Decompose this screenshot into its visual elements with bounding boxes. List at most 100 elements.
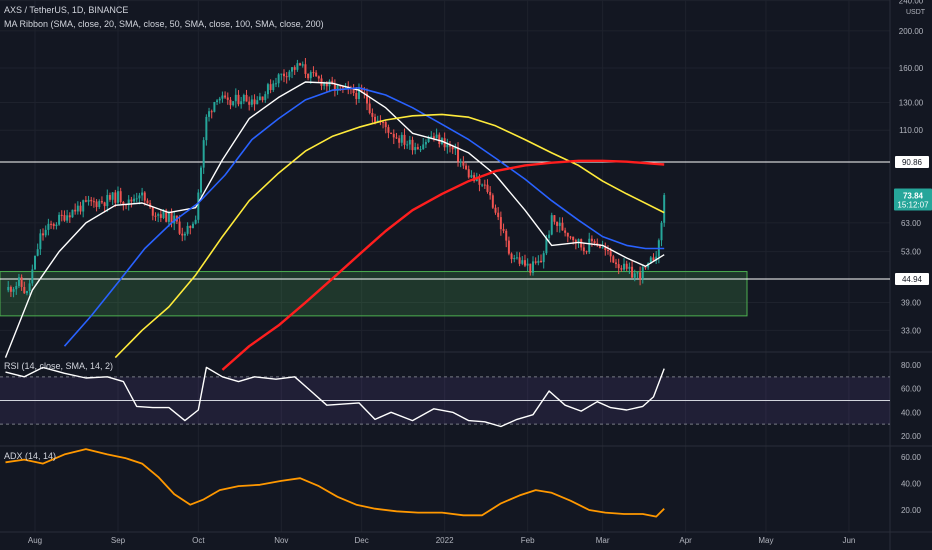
candle-down	[438, 134, 441, 144]
candle-up	[526, 263, 529, 266]
candle-down	[606, 250, 609, 252]
price-tick-label: 39.00	[901, 299, 922, 308]
candle-up	[117, 191, 119, 203]
candle-down	[639, 272, 642, 279]
candle-down	[499, 217, 502, 230]
candle-up	[427, 137, 430, 143]
candle-down	[398, 138, 401, 143]
x-tick-label: Dec	[355, 536, 369, 545]
candle-up	[28, 283, 31, 292]
candle-up	[194, 219, 197, 224]
countdown-label: 15:12:07	[897, 200, 929, 209]
candle-down	[312, 72, 315, 74]
candle-up	[470, 175, 473, 178]
candle-down	[505, 230, 508, 241]
candle-down	[269, 84, 272, 90]
candle-down	[95, 201, 98, 207]
candle-up	[430, 136, 433, 138]
candle-down	[154, 215, 157, 217]
candle-down	[582, 247, 585, 252]
candle-up	[655, 256, 658, 261]
candle-down	[108, 195, 111, 200]
candle-down	[564, 230, 567, 233]
candle-up	[7, 286, 10, 291]
candle-down	[352, 87, 355, 93]
candle-down	[189, 225, 192, 229]
candle-down	[467, 169, 470, 178]
candle-down	[341, 85, 344, 88]
rsi-tick-label: 60.00	[901, 385, 922, 394]
price-tick-label: 33.00	[901, 326, 922, 335]
candle-up	[141, 192, 144, 196]
candle-down	[416, 147, 419, 150]
candle-down	[574, 240, 577, 243]
candle-down	[9, 286, 12, 292]
candle-up	[250, 99, 253, 105]
candle-down	[395, 137, 398, 139]
candle-down	[390, 132, 393, 134]
candle-down	[561, 222, 564, 231]
candle-up	[173, 215, 176, 224]
candle-down	[593, 241, 596, 244]
candle-up	[545, 237, 548, 254]
candle-up	[558, 222, 561, 226]
candle-down	[143, 192, 146, 201]
candle-down	[507, 240, 510, 254]
adx-legend: ADX (14, 14)	[4, 451, 57, 461]
x-tick-label: Oct	[192, 536, 205, 545]
candle-up	[309, 72, 312, 79]
candle-up	[537, 260, 540, 263]
candle-up	[272, 83, 275, 90]
candle-up	[266, 84, 269, 95]
candle-down	[620, 268, 623, 270]
candle-up	[162, 210, 165, 218]
candle-down	[122, 201, 125, 205]
price-tick-label: 110.00	[899, 126, 923, 135]
candle-down	[130, 199, 133, 202]
candle-down	[494, 207, 497, 213]
candle-up	[133, 198, 136, 202]
candle-down	[540, 260, 543, 263]
candle-down	[609, 250, 612, 257]
candle-down	[103, 202, 106, 207]
sma-20-line	[4, 81, 665, 358]
candle-up	[202, 140, 205, 168]
candle-up	[422, 144, 425, 150]
candle-up	[135, 198, 138, 200]
candle-down	[63, 215, 66, 221]
candle-up	[301, 64, 304, 66]
candle-up	[208, 111, 211, 117]
candle-up	[513, 258, 516, 260]
x-tick-label: Apr	[679, 536, 692, 545]
candle-up	[258, 96, 261, 101]
candle-up	[197, 192, 200, 220]
sma-50-line	[63, 87, 665, 347]
candle-down	[432, 136, 435, 139]
adx-line	[5, 448, 665, 518]
candle-down	[23, 286, 26, 294]
candle-down	[74, 209, 77, 212]
x-tick-label: Sep	[111, 536, 126, 545]
candle-down	[491, 195, 494, 208]
candle-down	[261, 96, 264, 101]
candle-down	[518, 257, 521, 264]
candle-up	[521, 260, 524, 264]
candle-down	[226, 97, 229, 100]
candle-up	[660, 222, 663, 241]
candle-down	[299, 63, 302, 66]
candle-up	[183, 233, 186, 236]
candle-down	[165, 210, 168, 222]
candle-up	[291, 67, 294, 72]
candle-down	[293, 67, 296, 70]
candle-up	[408, 139, 411, 145]
candle-up	[663, 195, 666, 223]
candle-up	[296, 63, 299, 70]
candle-up	[277, 74, 280, 84]
candle-down	[253, 99, 256, 105]
candle-down	[170, 212, 173, 224]
candle-up	[55, 224, 58, 227]
candle-up	[71, 209, 74, 218]
candle-down	[307, 73, 310, 79]
resistance-price-label-box	[895, 156, 929, 168]
